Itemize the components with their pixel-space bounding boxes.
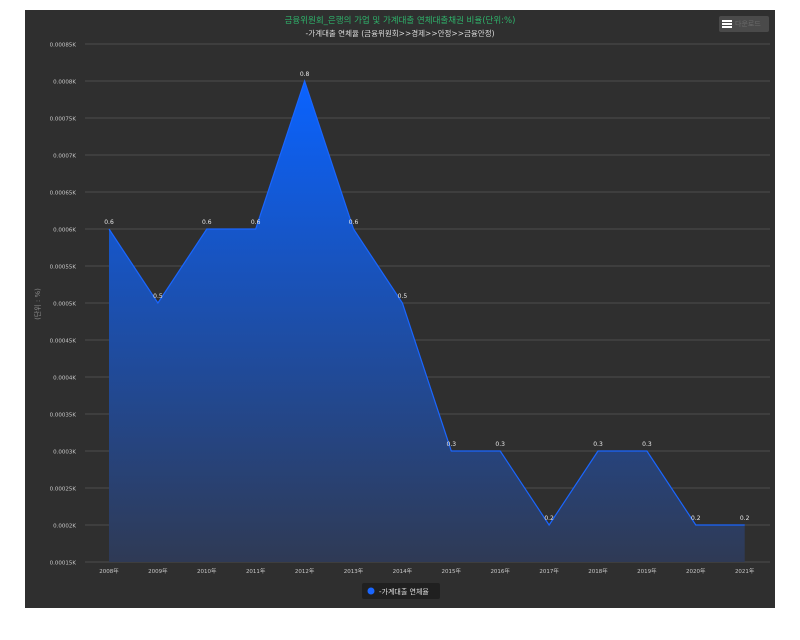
chart-panel: 금융위원회_은행의 가업 및 가계대출 연체대출채권 비율(단위:%) -가계대… (25, 10, 775, 608)
y-tick-label: 0.00045K (50, 339, 77, 345)
chart-svg: 금융위원회_은행의 가업 및 가계대출 연체대출채권 비율(단위:%) -가계대… (33, 15, 770, 599)
x-tick-label: 2013年 (344, 567, 364, 575)
data-label: 0.6 (349, 219, 359, 226)
y-tick-label: 0.0004K (53, 376, 76, 382)
data-label: 0.5 (153, 293, 163, 300)
data-label: 0.3 (593, 441, 603, 448)
chart-title: 금융위원회_은행의 가업 및 가계대출 연체대출채권 비율(단위:%) (285, 15, 516, 26)
x-tick-label: 2009年 (148, 567, 168, 575)
x-tick-label: 2011年 (246, 567, 266, 575)
y-tick-label: 0.0007K (53, 154, 76, 160)
hamburger-icon (722, 20, 732, 28)
y-tick-label: 0.00075K (50, 117, 77, 123)
chart-subtitle: -가계대출 연체율 (금융위원회>>경제>>안정>>금융안정) (305, 28, 494, 38)
y-tick-label: 0.00065K (50, 191, 77, 197)
y-axis-ticks: 0.00015K 0.0002K 0.00025K 0.0003K 0.00035K 0.… (50, 43, 77, 567)
data-label: 0.3 (447, 441, 457, 448)
x-tick-label: 2015年 (442, 567, 462, 575)
y-tick-label: 0.00035K (50, 413, 77, 419)
y-tick-label: 0.00015K (50, 561, 77, 567)
y-tick-label: 0.0006K (53, 228, 76, 234)
series-layer (108, 79, 745, 562)
data-label: 0.5 (398, 293, 408, 300)
x-tick-label: 2021年 (735, 567, 755, 575)
y-tick-label: 0.00055K (50, 265, 77, 271)
data-label: 0.6 (202, 219, 212, 226)
y-tick-label: 0.00025K (50, 487, 77, 493)
y-tick-label: 0.0005K (53, 302, 76, 308)
data-labels: 0.6 0.5 0.6 0.6 0.8 0.6 0.5 0.3 0.3 0.2 0.3 0.3 0.2 0… (104, 71, 749, 522)
y-tick-label: 0.0008K (53, 80, 76, 86)
data-label: 0.8 (300, 71, 310, 78)
x-tick-label: 2018年 (588, 567, 608, 575)
data-label: 0.3 (642, 441, 652, 448)
data-label: 0.2 (544, 515, 554, 522)
series-line (108, 79, 745, 527)
legend-marker (367, 587, 375, 595)
data-label: 0.3 (495, 441, 505, 448)
y-tick-label: 0.0002K (53, 524, 76, 530)
legend-background (362, 583, 440, 599)
chart-menu-button[interactable]: 다운로드 (719, 16, 769, 32)
x-tick-label: 2012年 (295, 567, 315, 575)
legend-label: -가계대출 연체율 (379, 587, 429, 596)
x-tick-label: 2020年 (686, 567, 706, 575)
y-tick-label: 0.00085K (50, 43, 77, 49)
x-tick-label: 2016年 (490, 567, 510, 575)
x-axis-ticks: 2008年 2009年 2010年 2011年 2012年 2013年 2014年 2015年… (99, 567, 755, 575)
x-tick-label: 2008年 (99, 567, 119, 575)
data-label: 0.2 (740, 515, 750, 522)
y-tick-label: 0.0003K (53, 450, 76, 456)
menu-label: 다운로드 (735, 20, 761, 28)
y-axis-label: (단위 : %) (33, 288, 42, 320)
x-tick-label: 2010年 (197, 567, 217, 575)
data-label: 0.2 (691, 515, 701, 522)
data-label: 0.6 (104, 219, 114, 226)
area-fill (109, 81, 745, 562)
data-label: 0.6 (251, 219, 261, 226)
x-tick-label: 2019年 (637, 567, 657, 575)
legend[interactable]: -가계대출 연체율 (362, 583, 440, 599)
x-tick-label: 2014年 (393, 567, 413, 575)
x-tick-label: 2017年 (539, 567, 559, 575)
